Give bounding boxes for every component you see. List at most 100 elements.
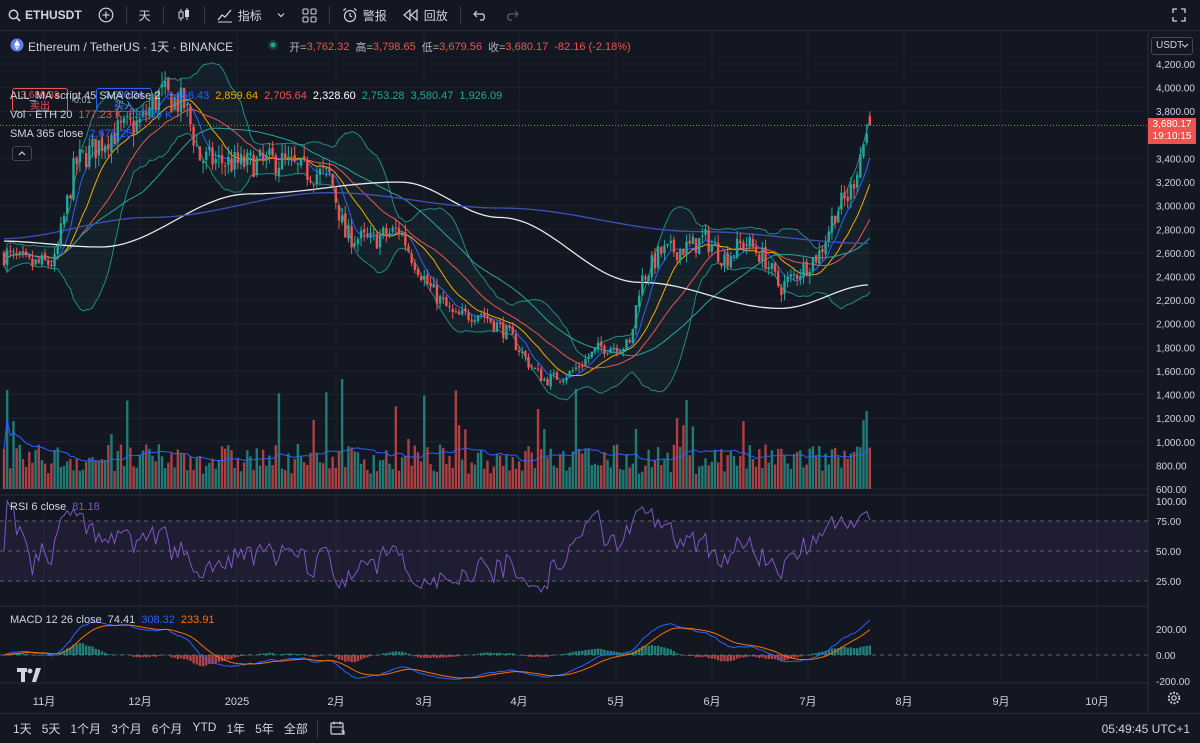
candle-body[interactable] [761,247,764,261]
candle-body[interactable] [366,233,369,237]
candle-body[interactable] [615,347,619,353]
candle-body[interactable] [321,166,325,168]
candle-body[interactable] [9,250,12,252]
candle-body[interactable] [31,258,34,266]
candle-body[interactable] [50,264,53,267]
candle-body[interactable] [246,152,249,166]
range-button[interactable]: 5天 [41,722,61,736]
range-button[interactable]: YTD [192,720,217,734]
candle-body[interactable] [435,284,439,304]
candle-body[interactable] [59,223,63,247]
candle-body[interactable] [818,250,821,264]
alert-button[interactable]: 警报 [334,0,395,31]
candle-body[interactable] [75,157,78,165]
candle-body[interactable] [558,380,562,382]
candle-body[interactable] [634,305,638,329]
candle-body[interactable] [284,153,287,158]
candle-body[interactable] [382,227,385,234]
candle-body[interactable] [792,274,796,276]
layouts-button[interactable] [294,0,325,31]
candle-body[interactable] [397,227,401,234]
candle-body[interactable] [764,247,767,269]
candle-body[interactable] [783,281,786,294]
candle-body[interactable] [454,311,458,313]
candle-body[interactable] [88,145,91,168]
candle-body[interactable] [799,276,802,280]
candle-body[interactable] [419,276,423,281]
candle-body[interactable] [596,342,600,350]
candle-body[interactable] [110,134,113,153]
candle-body[interactable] [211,147,214,165]
macd-line[interactable] [3,619,871,680]
candle-body[interactable] [24,251,28,255]
candle-body[interactable] [391,227,394,232]
candle-body[interactable] [473,320,477,323]
candle-body[interactable] [830,215,834,233]
sell-button[interactable]: 3,680.33 卖出 [12,88,68,112]
candle-body[interactable] [628,340,631,342]
candle-body[interactable] [865,133,868,144]
candle-body[interactable] [100,137,104,151]
candle-body[interactable] [37,259,40,263]
candle-body[interactable] [631,328,635,343]
candle-body[interactable] [220,154,224,164]
candle-body[interactable] [163,81,167,88]
candle-body[interactable] [739,240,742,244]
candle-body[interactable] [846,197,849,202]
range-button[interactable]: 全部 [283,722,308,736]
candle-body[interactable] [656,246,660,268]
candle-body[interactable] [135,120,138,133]
candle-body[interactable] [277,167,281,176]
candle-body[interactable] [328,167,331,173]
candle-body[interactable] [840,192,843,210]
candle-body[interactable] [767,267,770,270]
candle-body[interactable] [600,341,603,347]
candle-body[interactable] [375,233,379,249]
candle-body[interactable] [837,211,840,223]
candle-body[interactable] [416,268,420,276]
chart-area[interactable]: 4,200.00 4,000.00 3,800.00 3,400.00 3,200.00… [0,31,1200,713]
candle-body[interactable] [777,270,780,286]
candle-body[interactable] [21,251,25,254]
candle-body[interactable] [306,161,309,180]
indicators-button[interactable]: 指标 [209,0,294,31]
candle-body[interactable] [808,271,811,277]
candle-body[interactable] [758,254,761,262]
candle-body[interactable] [754,246,758,254]
ma-legend[interactable]: ALL_MA script 45 SMA close 2 3,156.43 2,… [10,90,502,102]
candle-body[interactable] [584,358,587,366]
candle-body[interactable] [242,155,246,167]
candle-body[interactable] [205,151,208,160]
candle-body[interactable] [704,229,707,235]
candle-body[interactable] [359,230,363,239]
candle-body[interactable] [119,120,123,123]
candle-body[interactable] [508,325,511,328]
candle-body[interactable] [691,236,695,244]
candle-body[interactable] [786,276,789,282]
candle-body[interactable] [141,110,145,116]
candle-body[interactable] [814,255,818,263]
candle-body[interactable] [653,253,657,269]
candle-body[interactable] [467,312,470,320]
candle-body[interactable] [176,95,179,112]
candle-body[interactable] [179,87,183,112]
candle-body[interactable] [160,83,164,88]
candle-body[interactable] [682,248,685,256]
candle-body[interactable] [476,315,480,322]
candle-body[interactable] [486,315,489,319]
candle-body[interactable] [543,379,546,381]
candle-body[interactable] [116,120,119,142]
range-button[interactable]: 1年 [226,722,246,736]
candle-body[interactable] [167,78,170,91]
candle-body[interactable] [821,248,824,253]
candle-body[interactable] [824,242,827,255]
candle-body[interactable] [271,147,274,156]
candle-body[interactable] [524,351,527,357]
candle-body[interactable] [780,287,783,296]
candle-body[interactable] [224,165,227,167]
candle-body[interactable] [856,174,859,188]
candle-body[interactable] [198,146,202,161]
candle-body[interactable] [562,380,565,382]
candle-body[interactable] [713,243,717,246]
candle-body[interactable] [555,372,559,380]
